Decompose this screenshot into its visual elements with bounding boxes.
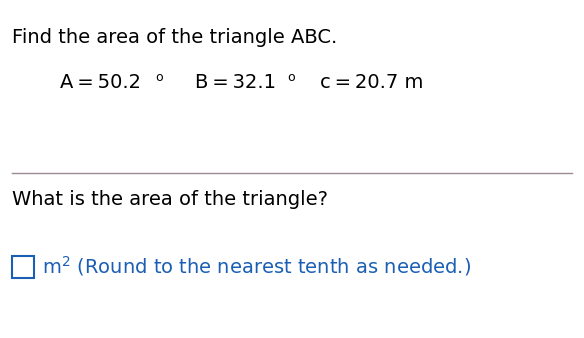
Text: m$^{2}$ (Round to the nearest tenth as needed.): m$^{2}$ (Round to the nearest tenth as n… [42, 254, 471, 278]
Text: Find the area of the triangle ABC.: Find the area of the triangle ABC. [12, 28, 337, 47]
Bar [12, 256, 34, 278]
Text: c = 20.7 m: c = 20.7 m [320, 73, 423, 92]
Text: o: o [287, 71, 294, 84]
Text: What is the area of the triangle?: What is the area of the triangle? [12, 190, 328, 209]
Text: o: o [155, 71, 162, 84]
Text: A = 50.2: A = 50.2 [60, 73, 141, 92]
Text: B = 32.1: B = 32.1 [195, 73, 276, 92]
